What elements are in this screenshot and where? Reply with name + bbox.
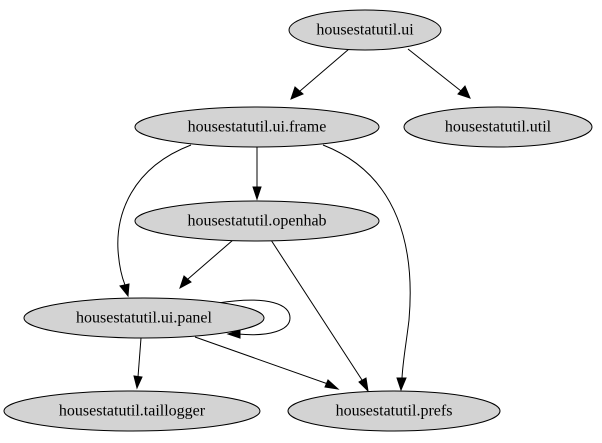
arrowhead: [457, 85, 471, 99]
edge-line: [187, 239, 234, 280]
arrowhead: [324, 379, 340, 390]
edge-openhab-to-prefs: [270, 239, 369, 393]
node-ellipse: [3, 390, 261, 432]
edge-frame-to-openhab: [252, 147, 262, 201]
arrowhead: [290, 86, 304, 100]
node-label: housestatutil.openhab: [187, 213, 326, 230]
arrowhead: [226, 329, 241, 339]
node-panel: housestatutil.ui.panel: [23, 297, 265, 339]
arrowhead: [396, 377, 407, 392]
node-util: housestatutil.util: [403, 106, 593, 148]
arrowhead: [119, 283, 130, 298]
edge-panel-to-panel: [217, 299, 291, 339]
node-ellipse: [288, 9, 442, 51]
node-ui: housestatutil.ui: [288, 9, 442, 51]
node-ellipse: [287, 390, 501, 432]
edge-line: [117, 144, 192, 286]
edge-line: [270, 239, 363, 381]
arrowhead: [252, 186, 262, 201]
edge-ui-to-frame: [290, 48, 350, 100]
arrowhead: [133, 375, 143, 390]
edges-layer: [117, 48, 471, 393]
node-label: housestatutil.prefs: [336, 403, 453, 420]
arrowhead: [358, 377, 369, 393]
node-label: housestatutil.ui: [316, 22, 414, 39]
edge-line: [137, 337, 142, 378]
node-label: housestatutil.ui.panel: [76, 310, 213, 327]
node-label: housestatutil.ui.frame: [188, 119, 327, 136]
nodes-layer: housestatutil.ui housestatutil.ui.frame ho…: [3, 9, 593, 432]
node-ellipse: [403, 106, 593, 148]
edge-panel-to-taillogger: [133, 337, 143, 390]
node-ellipse: [134, 200, 380, 242]
node-label: housestatutil.util: [445, 119, 552, 136]
edge-ui-to-util: [407, 48, 471, 99]
node-prefs: housestatutil.prefs: [287, 390, 501, 432]
edge-openhab-to-panel: [179, 239, 234, 290]
node-ellipse: [23, 297, 265, 339]
node-frame: housestatutil.ui.frame: [134, 106, 380, 148]
edge-frame-to-panel: [117, 144, 192, 298]
edge-line: [194, 336, 329, 385]
edge-frame-to-prefs: [322, 144, 411, 392]
node-ellipse: [134, 106, 380, 148]
arrowhead: [179, 275, 192, 290]
edge-line: [299, 48, 350, 92]
edge-line: [407, 48, 462, 92]
edge-line: [322, 144, 411, 379]
edge-line: [217, 299, 291, 336]
edge-panel-to-prefs: [194, 336, 340, 390]
node-taillogger: housestatutil.taillogger: [3, 390, 261, 432]
node-openhab: housestatutil.openhab: [134, 200, 380, 242]
node-label: housestatutil.taillogger: [59, 403, 206, 420]
